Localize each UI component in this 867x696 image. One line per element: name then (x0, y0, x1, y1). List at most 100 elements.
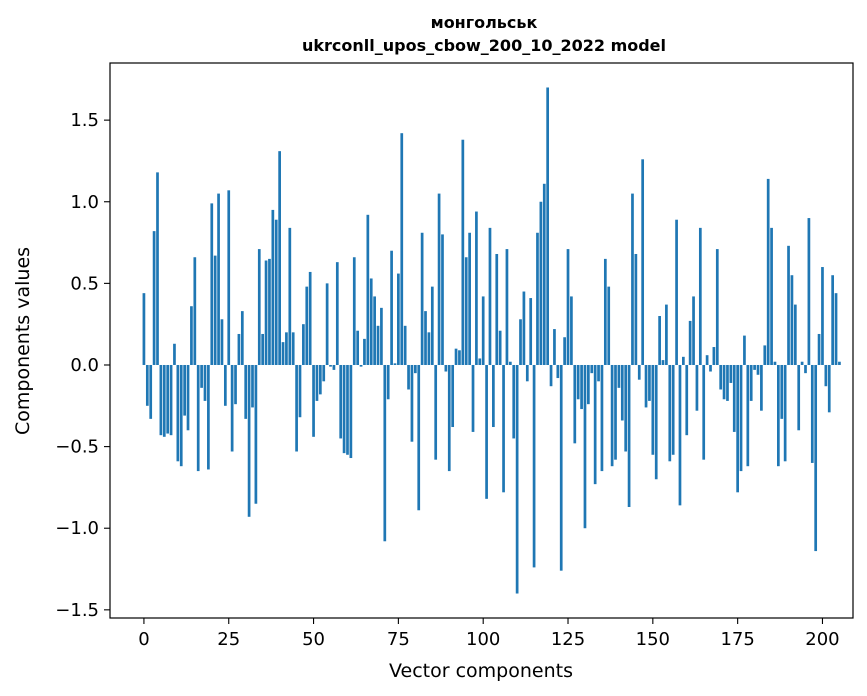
y-tick-label: 1.0 (70, 192, 99, 213)
bar (556, 364, 560, 379)
x-tick-label: 25 (217, 629, 240, 650)
bar (376, 325, 380, 365)
bar (810, 364, 814, 463)
x-tick-label: 125 (551, 629, 585, 650)
bar (257, 249, 261, 365)
bar (600, 364, 604, 472)
plot-frame (109, 62, 854, 619)
bar (675, 219, 678, 365)
bar (166, 364, 170, 434)
bar (498, 330, 502, 365)
bar (644, 364, 648, 408)
bar (797, 364, 801, 431)
bar (281, 342, 285, 365)
bar (773, 361, 777, 365)
bar (254, 364, 258, 504)
bar (573, 364, 577, 444)
bar (570, 296, 573, 365)
bar (461, 139, 465, 365)
x-axis-ticks: 0 25 50 75 100 125 150 175 200 (138, 618, 840, 650)
x-tick-label: 150 (636, 629, 670, 650)
bar (227, 190, 231, 365)
bar (654, 364, 658, 480)
bar (617, 364, 621, 388)
bars-group (142, 87, 841, 594)
bar (315, 364, 319, 401)
bar (780, 364, 784, 419)
bar (458, 350, 461, 365)
bar (240, 311, 244, 365)
bar (417, 364, 421, 511)
bar (397, 273, 400, 365)
bar (393, 363, 397, 365)
bar (332, 364, 336, 370)
bar (444, 364, 448, 372)
bar (624, 364, 628, 452)
y-tick-label: 1.5 (70, 110, 99, 131)
bar (719, 364, 723, 390)
bar (712, 347, 716, 365)
bar (736, 364, 739, 493)
bar (308, 271, 312, 365)
bar (522, 291, 526, 365)
bar (678, 364, 682, 506)
bar (495, 253, 499, 365)
bar (464, 257, 468, 365)
bar (692, 296, 695, 365)
bar (478, 358, 482, 365)
bar (285, 332, 288, 365)
bar (631, 193, 634, 365)
bar (230, 364, 234, 452)
bar (804, 364, 807, 374)
bar (648, 364, 651, 401)
bar (220, 319, 224, 365)
y-tick-label: −1.0 (55, 518, 99, 539)
x-tick-label: 75 (387, 629, 410, 650)
bar (831, 275, 834, 365)
bar (536, 232, 539, 365)
bar (244, 364, 248, 419)
bar (386, 364, 390, 400)
bar (271, 209, 275, 365)
bar (688, 320, 692, 365)
bar (162, 364, 166, 437)
x-tick-label: 50 (302, 629, 325, 650)
bar (217, 193, 220, 365)
bar (763, 345, 767, 365)
bar (169, 364, 173, 436)
bar (671, 364, 675, 455)
bar (821, 267, 824, 365)
bar (827, 364, 831, 413)
bar (739, 364, 743, 472)
bar (312, 364, 315, 437)
bar (542, 183, 546, 365)
bar (709, 364, 712, 372)
bar (800, 361, 804, 365)
bar (760, 364, 763, 411)
bar (335, 262, 339, 365)
y-axis-label: Components values (12, 247, 34, 435)
bar (193, 257, 197, 365)
bar (749, 364, 753, 401)
bar (441, 234, 444, 365)
bar (223, 364, 227, 406)
y-axis-ticks: −1.5 −1.0 −0.5 0.0 0.5 1.0 1.5 (55, 110, 110, 621)
bar (430, 286, 434, 365)
bar (179, 364, 183, 467)
bar (298, 364, 302, 418)
bar (339, 364, 343, 439)
bar (593, 364, 597, 485)
bar (824, 364, 828, 387)
bar (203, 364, 207, 401)
bar (434, 364, 438, 460)
bar (770, 227, 773, 365)
bar (149, 364, 153, 419)
bar (634, 253, 638, 365)
bar (756, 364, 760, 375)
bar (668, 364, 672, 462)
bar (413, 364, 417, 374)
bar (145, 364, 149, 406)
x-axis-label: Vector components (389, 660, 573, 682)
bar (234, 364, 237, 405)
